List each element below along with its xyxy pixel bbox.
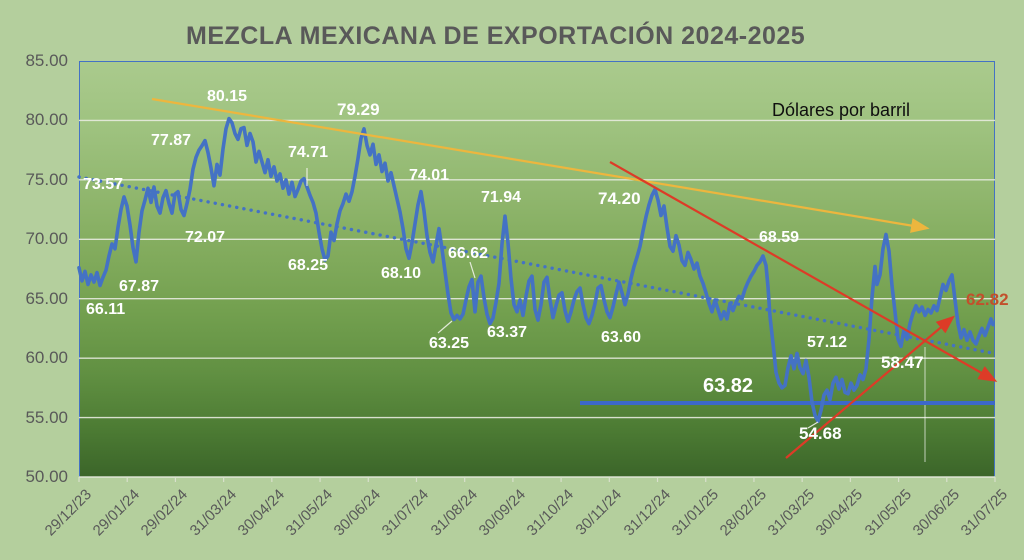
data-label: 63.37: [487, 324, 528, 341]
y-axis-label: 60.00: [25, 348, 68, 368]
data-label: 71.94: [481, 189, 522, 206]
data-label: 79.29: [337, 100, 380, 119]
data-label: 58.47: [881, 353, 924, 372]
data-label: 62.82: [966, 290, 1009, 309]
chart-title: MEZCLA MEXICANA DE EXPORTACIÓN 2024-2025: [186, 22, 806, 50]
data-label: 63.25: [429, 335, 470, 352]
plot-area: [79, 61, 995, 477]
y-axis-label: 70.00: [25, 229, 68, 249]
y-axis-label: 80.00: [25, 110, 68, 130]
data-label: 67.87: [119, 278, 160, 295]
y-axis-label: 85.00: [25, 51, 68, 70]
data-label: 66.62: [448, 245, 489, 262]
data-label: 68.59: [759, 229, 800, 246]
data-label: 63.60: [601, 329, 642, 346]
y-axis-label: 65.00: [25, 288, 68, 308]
y-axis-label: 55.00: [25, 407, 68, 427]
data-label: 73.57: [83, 176, 124, 193]
y-axis-label: 75.00: [25, 169, 68, 189]
y-axis-label: 50.00: [25, 467, 68, 486]
data-label: 54.68: [799, 424, 842, 443]
data-label: 77.87: [151, 132, 192, 149]
units-note: Dólares por barril: [772, 100, 911, 120]
data-label: 66.11: [86, 301, 126, 318]
data-label: 57.12: [807, 334, 848, 351]
data-label: 74.01: [409, 167, 450, 184]
data-label: 68.25: [288, 257, 329, 274]
data-label: 74.71: [288, 144, 329, 161]
data-label: 74.20: [598, 189, 641, 208]
data-label: 63.82: [703, 375, 754, 397]
data-label: 80.15: [207, 88, 248, 105]
data-label: 68.10: [381, 265, 422, 282]
data-label: 72.07: [185, 229, 226, 246]
